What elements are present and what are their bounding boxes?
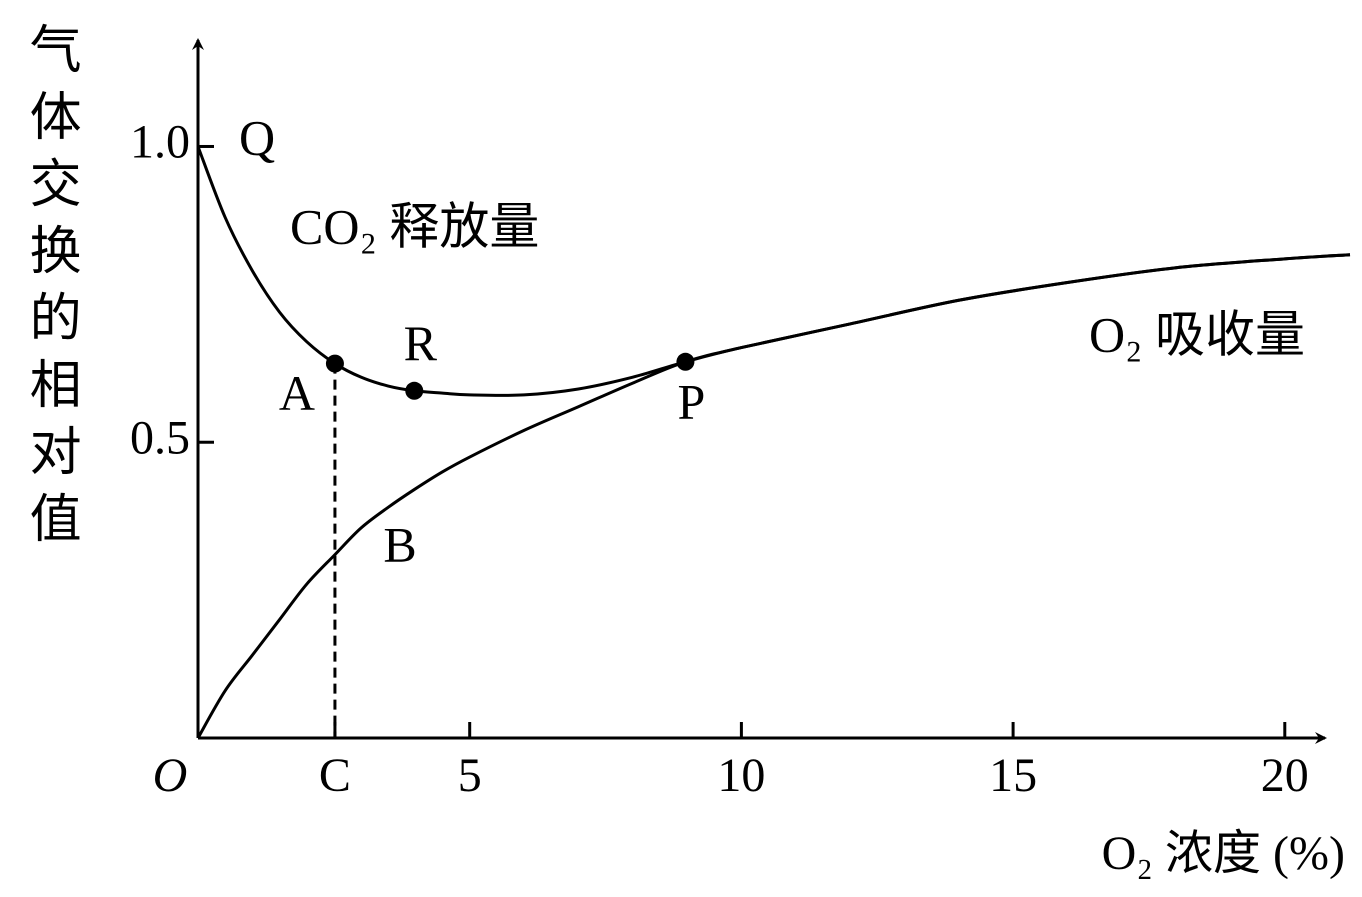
series-label: CO₂ 释放量: [290, 198, 539, 254]
point-label: R: [404, 315, 438, 371]
point: [676, 352, 695, 371]
y-axis-label: 气体交换的相对值: [21, 22, 80, 558]
series-line: [196, 253, 1351, 739]
annotation: B: [383, 516, 416, 572]
x-axis-label: O₂ 浓度 (%): [1102, 827, 1345, 880]
point: [325, 354, 344, 373]
x-tick-label: C: [319, 749, 351, 802]
x-tick-label: 15: [989, 749, 1037, 802]
x-tick-label: 10: [717, 749, 765, 802]
annotation: Q: [239, 109, 275, 165]
y-tick-label: 1.0: [130, 115, 190, 168]
point-label: P: [678, 373, 706, 429]
series-label: O₂ 吸收量: [1089, 306, 1305, 362]
x-tick-label: O: [153, 749, 188, 802]
point: [405, 381, 424, 400]
x-tick-label: 5: [458, 749, 482, 802]
x-tick-label: 20: [1261, 749, 1309, 802]
y-tick-label: 0.5: [130, 411, 190, 464]
point-label: A: [279, 365, 315, 421]
